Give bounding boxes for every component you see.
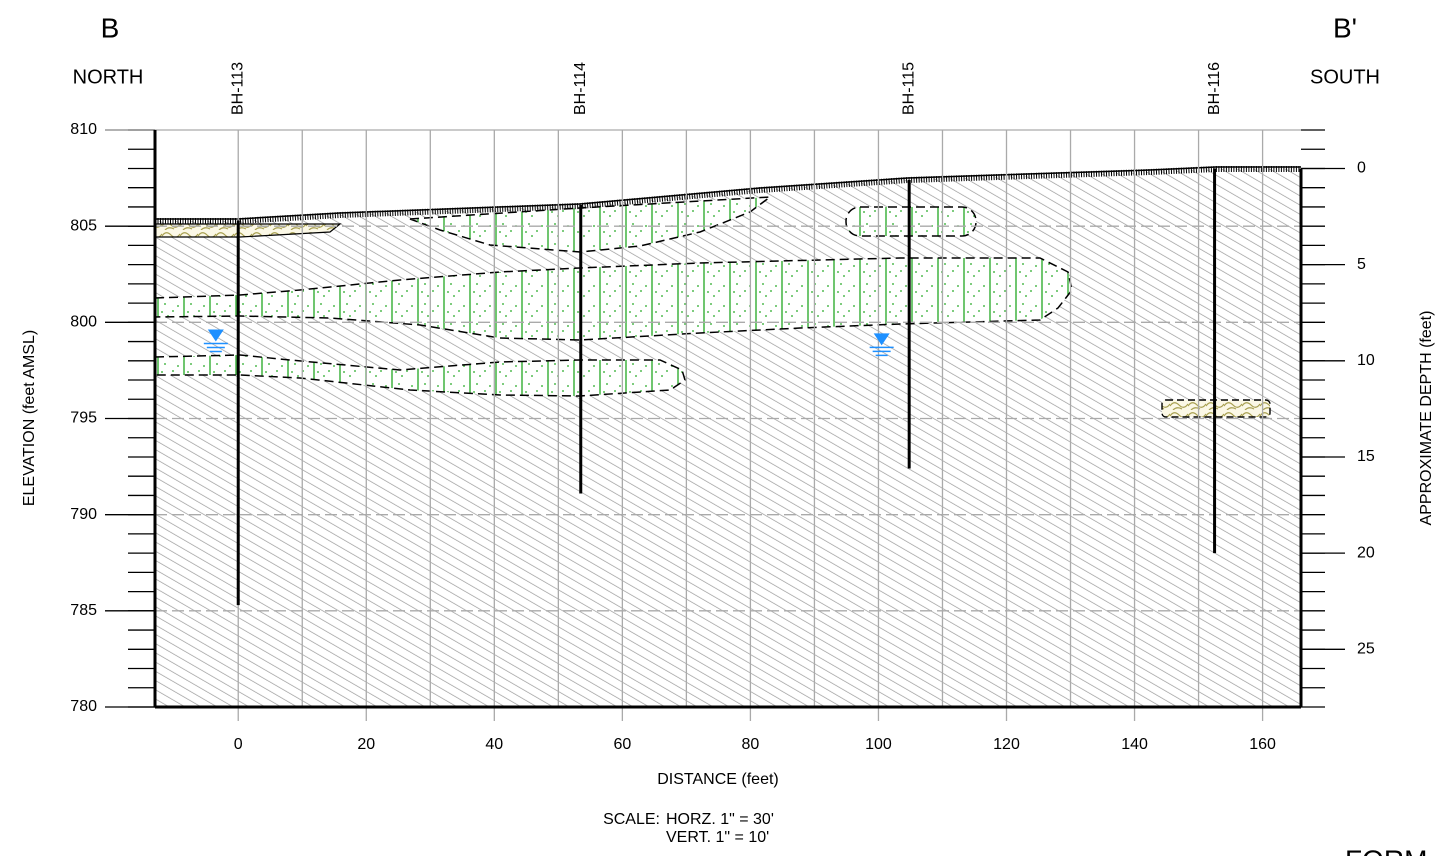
y2-tick-label: 5 xyxy=(1357,256,1366,273)
scale-vertical: VERT. 1" = 10' xyxy=(666,829,769,846)
y2-tick-label: 15 xyxy=(1357,448,1375,465)
y-axis-label: ELEVATION (feet AMSL) xyxy=(21,330,38,506)
borehole-label: BH-115 xyxy=(900,62,917,115)
borehole-label: BH-114 xyxy=(572,62,589,115)
x-tick-label: 60 xyxy=(613,736,631,753)
x-tick-label: 40 xyxy=(485,736,503,753)
y-tick-label: 795 xyxy=(70,410,97,427)
x-tick-label: 160 xyxy=(1249,736,1276,753)
x-tick-label: 20 xyxy=(357,736,375,753)
south-label: SOUTH xyxy=(1310,66,1380,88)
x-tick-label: 80 xyxy=(742,736,760,753)
y2-tick-label: 0 xyxy=(1357,160,1366,177)
x-tick-label: 0 xyxy=(234,736,243,753)
borehole-label: BH-116 xyxy=(1206,62,1223,115)
y2-tick-label: 10 xyxy=(1357,352,1375,369)
y-tick-label: 800 xyxy=(70,314,97,331)
y-tick-label: 780 xyxy=(70,698,97,715)
borehole-label: BH-113 xyxy=(229,62,246,115)
y-tick-label: 785 xyxy=(70,602,97,619)
x-tick-label: 120 xyxy=(993,736,1020,753)
y2-tick-label: 20 xyxy=(1357,544,1375,561)
x-tick-label: 100 xyxy=(865,736,892,753)
y-tick-label: 805 xyxy=(70,217,97,234)
x-axis-label: DISTANCE (feet) xyxy=(657,771,779,788)
north-label: NORTH xyxy=(73,66,144,88)
section-start: B xyxy=(101,12,120,43)
y2-axis-label: APPROXIMATE DEPTH (feet) xyxy=(1418,311,1435,526)
scale-horizontal: HORZ. 1" = 30' xyxy=(666,811,774,828)
geology xyxy=(155,167,1301,707)
footer: FORM xyxy=(1345,844,1427,856)
y-tick-label: 790 xyxy=(70,506,97,523)
scale-label: SCALE: xyxy=(603,811,660,828)
y-tick-label: 810 xyxy=(70,121,97,138)
x-tick-label: 140 xyxy=(1121,736,1148,753)
y2-tick-label: 25 xyxy=(1357,641,1375,658)
section-end: B' xyxy=(1333,12,1357,43)
cross-section: 0204060801001201401607807857907958008058… xyxy=(0,0,1437,856)
